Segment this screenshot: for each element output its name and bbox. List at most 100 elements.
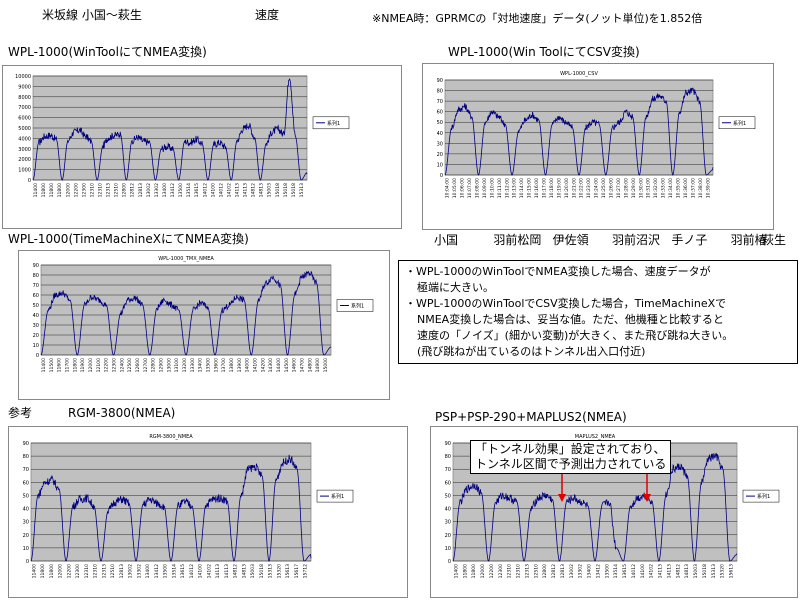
x-tick-label: 12800 (542, 564, 548, 578)
y-tick-label: 70 (23, 467, 29, 473)
x-tick-label: 14102 (206, 564, 212, 578)
y-tick-label: 30 (445, 520, 451, 526)
x-tick-label: 10:05:00 (452, 178, 458, 198)
x-tick-label: 12300 (498, 564, 504, 578)
x-tick-label: 12000 (65, 183, 71, 197)
x-tick-label: 11600 (57, 358, 63, 372)
y-tick-label: 50 (445, 493, 451, 499)
x-tick-label: 10:11:00 (497, 178, 503, 198)
x-tick-label: 12310 (84, 564, 90, 578)
x-tick-label: 11500 (49, 358, 55, 372)
x-tick-label: 15003 (267, 183, 273, 197)
chart-panel-4: RGM-3800_NMEA 0 10 20 30 40 50 60 70 80 90 11400 118… (8, 426, 408, 598)
x-tick-label: 10:07:00 (467, 178, 473, 198)
x-tick-label: 11800 (471, 564, 477, 578)
x-tick-label: 12000 (88, 358, 94, 372)
x-tick-label: 12100 (96, 358, 102, 372)
x-tick-label: 13412 (170, 183, 176, 197)
series-line-1 (30, 454, 312, 562)
x-tick-label: 13002 (128, 564, 134, 578)
x-tick-label: 13900 (237, 358, 243, 372)
x-tick-label: 12800 (122, 183, 128, 197)
x-tick-label: 12510 (110, 564, 116, 578)
x-tick-label: 12400 (119, 358, 125, 372)
chart-title: MAPLUS2_NMEA (575, 434, 616, 440)
x-tick-label: 11900 (80, 358, 86, 372)
x-tick-label: 11800 (462, 564, 468, 578)
x-tick-label: 14200 (260, 358, 266, 372)
y-tick-label: 4000 (18, 136, 31, 142)
x-tick-label: 14813 (259, 183, 265, 197)
y-tick-label: 70 (437, 99, 443, 105)
callout-line-2: トンネル区間で予測出力されている (475, 457, 667, 471)
x-tick-label: 14012 (202, 183, 208, 197)
series-line-1 (444, 87, 714, 176)
x-tick-label: 13400 (145, 564, 151, 578)
x-tick-label: 12200 (489, 564, 495, 578)
x-tick-label: 13100 (174, 358, 180, 372)
x-tick-label: 15613 (285, 564, 291, 578)
x-tick-label: 10:33:00 (661, 178, 667, 198)
x-tick-label: 10:39:00 (705, 178, 711, 198)
x-tick-label: 11800 (49, 564, 55, 578)
x-tick-label: 10:28:00 (623, 178, 629, 198)
x-tick-label: 10:20:00 (564, 178, 570, 198)
x-tick-label: 14102 (649, 564, 655, 578)
x-tick-label: 15018 (702, 564, 708, 578)
y-tick-label: 90 (437, 78, 443, 84)
x-tick-label: 12510 (533, 564, 539, 578)
x-tick-label: 14113 (215, 564, 221, 578)
x-tick-label: 11800 (40, 564, 46, 578)
y-tick-label: 20 (33, 333, 39, 339)
x-tick-label: 15018 (275, 183, 281, 197)
x-tick-label: 13000 (166, 358, 172, 372)
x-tick-label: 15000 (323, 358, 329, 372)
x-tick-label: 15313 (299, 183, 305, 197)
y-tick-label: 20 (445, 533, 451, 539)
x-tick-label: 13302 (136, 564, 142, 578)
x-tick-label: 11800 (72, 358, 78, 372)
chart-title: WPL-1000_TMX_NMEA (158, 256, 214, 262)
x-tick-label: 14813 (241, 564, 247, 578)
x-tick-label: 15018 (291, 183, 297, 197)
x-tick-label: 12200 (66, 564, 72, 578)
x-tick-label: 12812 (130, 183, 136, 197)
x-tick-label: 10:38:00 (698, 178, 704, 198)
station-0: 小国 (434, 233, 459, 247)
legend-label: 系列1 (733, 120, 746, 127)
chart-prefix-4: 参考 (8, 406, 33, 420)
x-tick-label: 10:23:00 (586, 178, 592, 198)
y-tick-label: 6000 (18, 116, 31, 122)
x-tick-label: 10:14:00 (519, 178, 525, 198)
x-tick-label: 12310 (89, 183, 95, 197)
chart-title: RGM-3800_NMEA (149, 434, 193, 440)
x-tick-label: 10:04:00 (445, 178, 451, 198)
y-tick-label: 40 (33, 313, 39, 319)
chart-panel-2: WPL-1000_CSV 0 10 20 30 40 50 60 70 80 90 10:04:00 1… (422, 63, 774, 230)
x-tick-label: 13514 (613, 564, 619, 578)
x-tick-label: 10:21:00 (571, 178, 577, 198)
station-2: 伊佐領 (552, 233, 589, 247)
x-tick-label: 13412 (154, 564, 160, 578)
y-tick-label: 3000 (18, 147, 31, 153)
x-tick-label: 12813 (138, 183, 144, 197)
x-tick-label: 11400 (41, 358, 47, 372)
x-tick-label: 15617 (294, 564, 300, 578)
x-tick-label: 12200 (73, 183, 79, 197)
x-tick-label: 10:13:00 (512, 178, 518, 198)
legend-label: 系列1 (351, 303, 364, 310)
x-tick-label: 13200 (182, 358, 188, 372)
y-tick-label: 80 (33, 273, 39, 279)
x-tick-label: 10:16:00 (534, 178, 540, 198)
x-tick-label: 13002 (569, 564, 575, 578)
x-tick-label: 12300 (81, 183, 87, 197)
y-tick-label: 0 (28, 178, 31, 184)
x-tick-label: 13615 (622, 564, 628, 578)
x-tick-label: 10:09:00 (482, 178, 488, 198)
y-tick-label: 1000 (18, 168, 31, 174)
y-tick-label: 40 (445, 507, 451, 513)
x-tick-label: 13302 (154, 183, 160, 197)
x-tick-label: 15018 (259, 564, 265, 578)
x-tick-label: 10:31:00 (646, 178, 652, 198)
